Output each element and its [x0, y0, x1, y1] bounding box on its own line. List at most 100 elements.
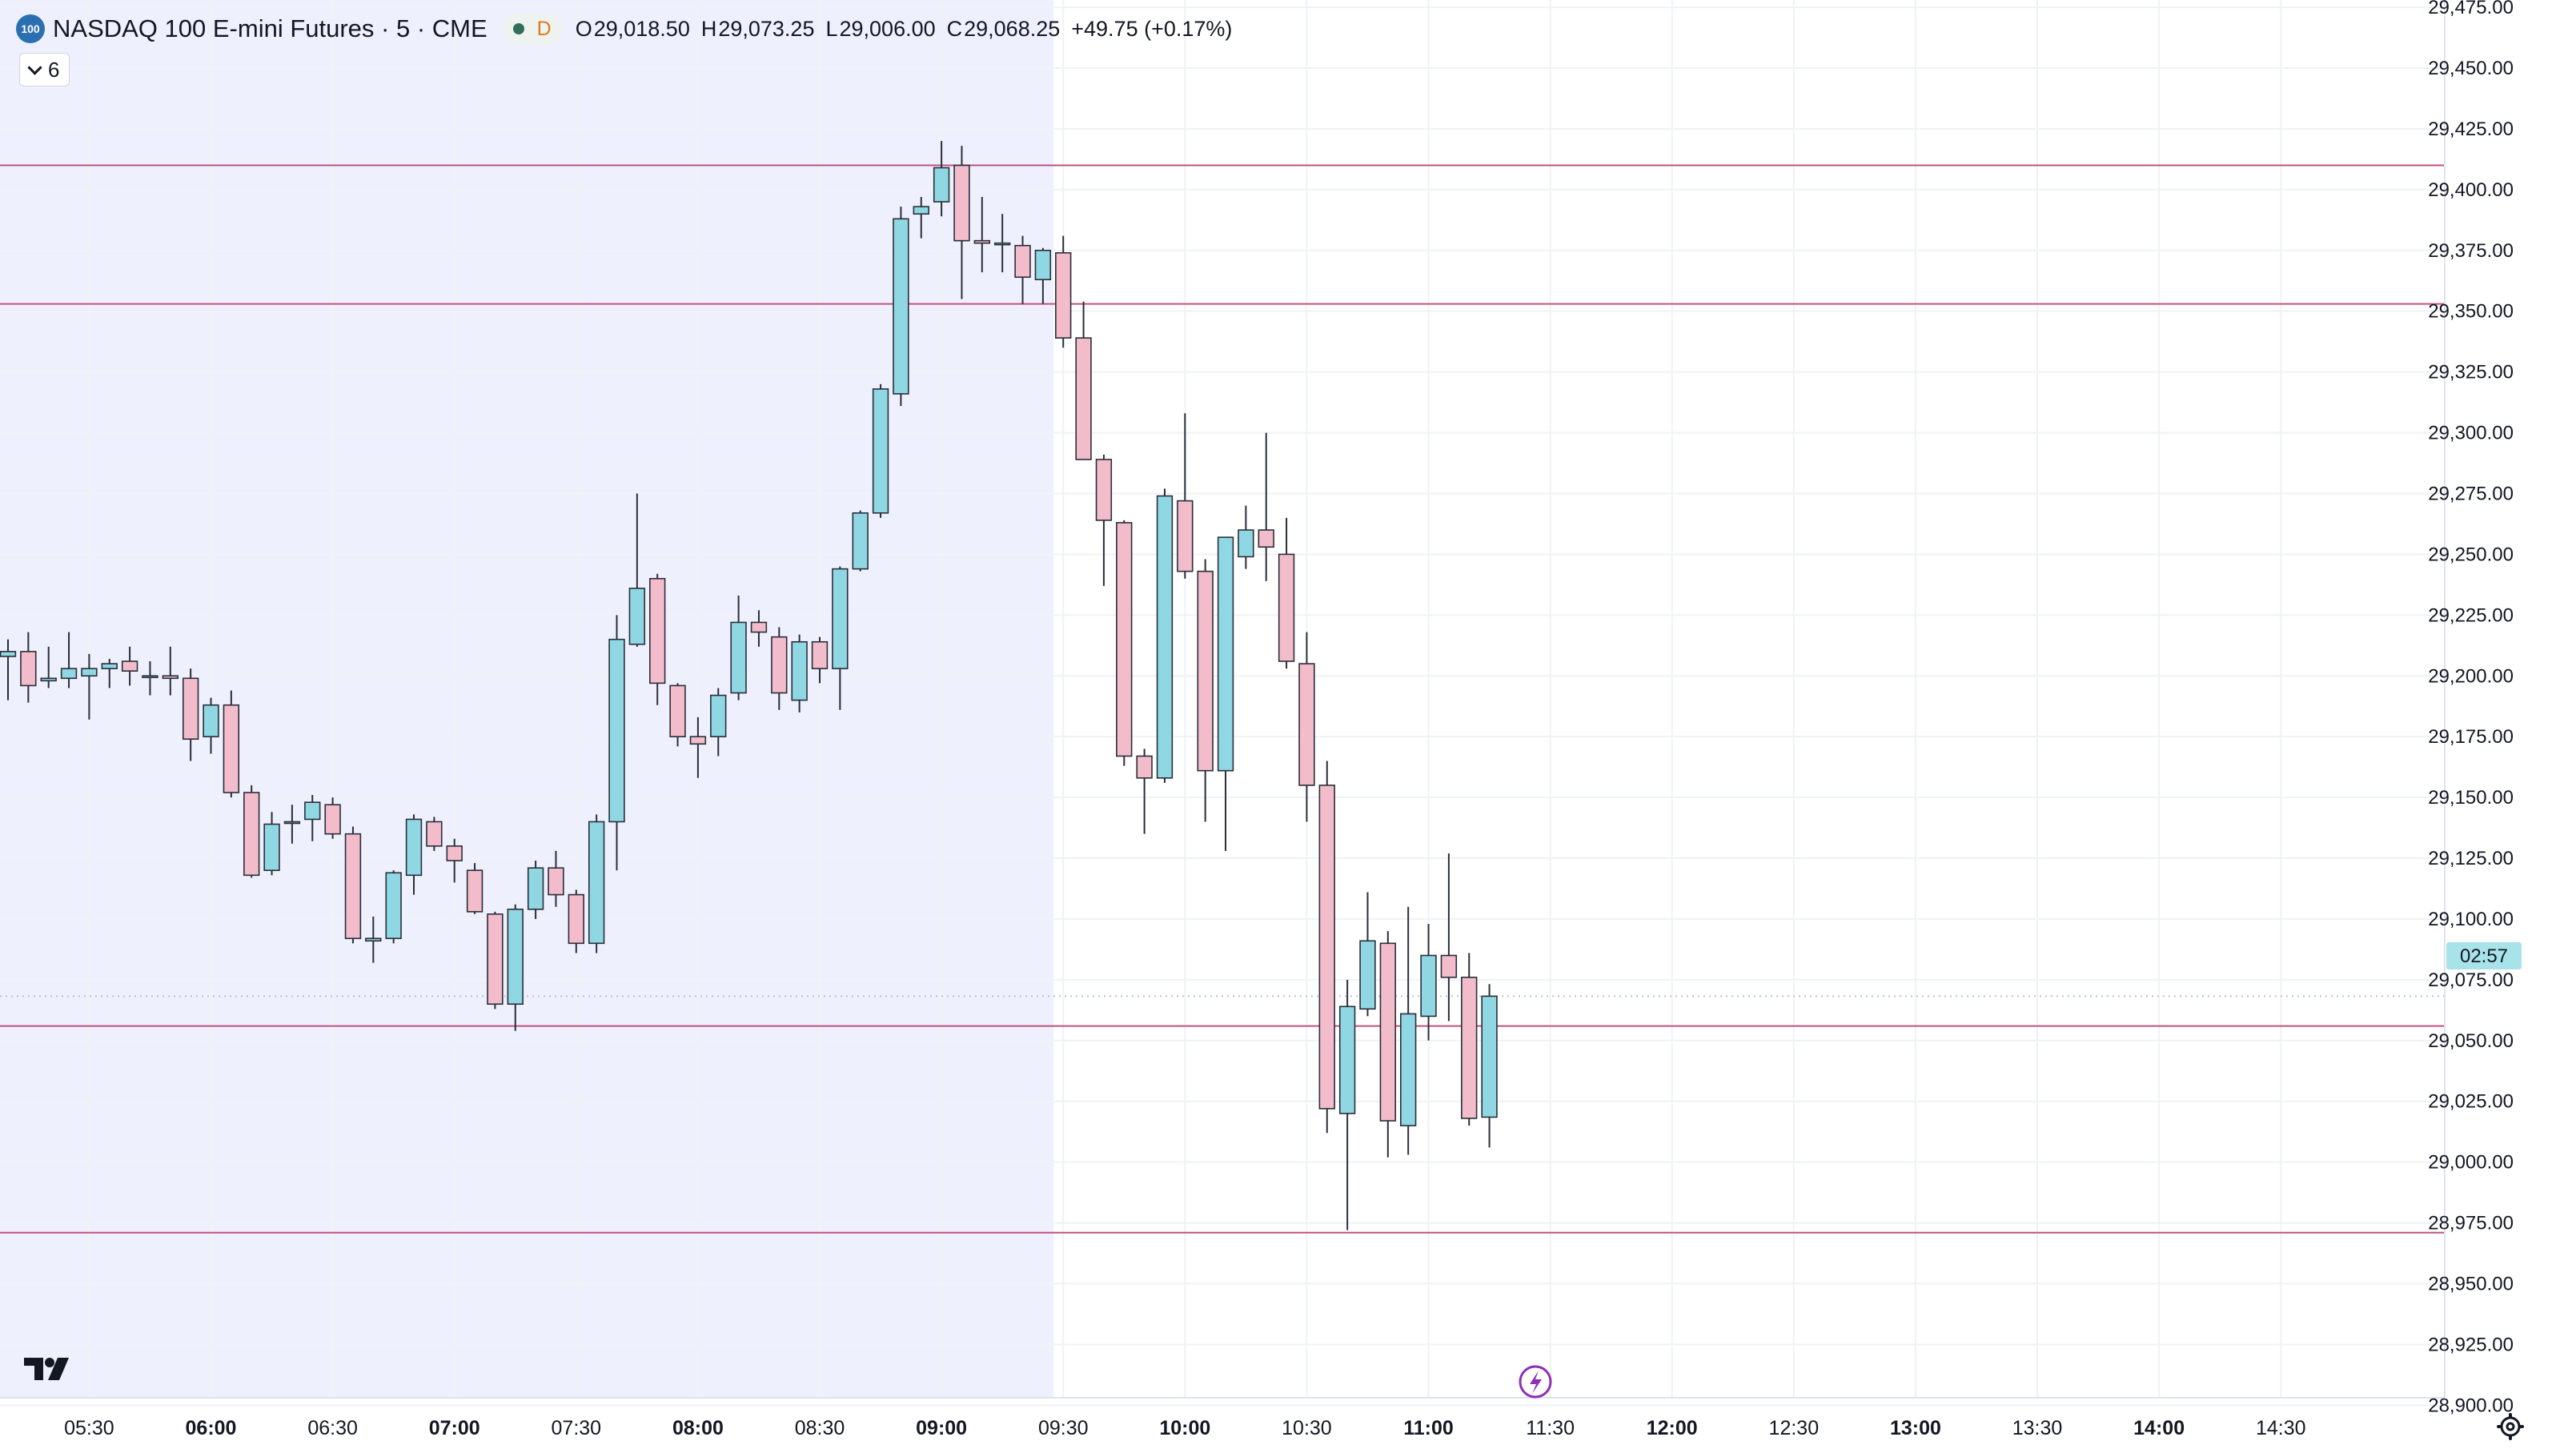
candle-body [263, 823, 280, 872]
horizontal-levels[interactable] [0, 164, 2445, 1449]
candle[interactable] [628, 493, 646, 647]
candle[interactable] [1318, 761, 1335, 1134]
candle[interactable] [1481, 984, 1498, 1148]
candle[interactable] [1055, 235, 1072, 348]
candle[interactable] [1075, 301, 1092, 460]
candle[interactable] [689, 716, 707, 778]
tradingview-logo-icon[interactable] [24, 1356, 74, 1382]
candle[interactable] [568, 889, 584, 953]
symbol-title[interactable]: NASDAQ 100 E-mini Futures · 5 · CME [53, 14, 488, 42]
candle[interactable] [750, 610, 768, 647]
candle[interactable] [1095, 454, 1113, 586]
candle[interactable] [730, 596, 747, 700]
candle[interactable] [771, 627, 788, 710]
ohlc-close: C29,068.25 [946, 16, 1061, 41]
candle[interactable] [182, 668, 199, 761]
candle[interactable] [832, 566, 849, 710]
candle[interactable] [1217, 536, 1234, 851]
candle-body [101, 663, 118, 669]
candle[interactable] [588, 814, 605, 953]
candle[interactable] [324, 797, 341, 839]
candle[interactable] [283, 805, 301, 844]
candle[interactable] [913, 196, 929, 239]
candle[interactable] [1278, 517, 1295, 669]
candle[interactable] [385, 870, 402, 944]
candle-body [1217, 536, 1234, 772]
time-axis[interactable]: 05:30 06:00 06:30 07:00 07:30 08:00 08:30 09:00… [64, 1417, 2305, 1439]
candle[interactable] [1399, 906, 1417, 1155]
candle[interactable] [263, 812, 280, 876]
candle[interactable] [1116, 520, 1133, 766]
candle[interactable] [142, 661, 158, 696]
candle[interactable] [1359, 892, 1376, 1017]
candle[interactable] [973, 196, 991, 273]
candle[interactable] [426, 817, 443, 851]
candle-body [953, 164, 970, 242]
candle-body [304, 801, 321, 821]
candle[interactable] [669, 683, 686, 747]
candle[interactable] [1197, 559, 1214, 822]
candle[interactable] [608, 615, 625, 871]
candle-body [893, 218, 909, 395]
candle[interactable] [1156, 488, 1174, 783]
price-tick-label: 29,150.00 [2428, 787, 2514, 809]
candle[interactable] [852, 510, 869, 572]
candle[interactable] [933, 141, 950, 217]
candle[interactable] [101, 659, 118, 688]
candle[interactable] [223, 690, 240, 798]
candle[interactable] [710, 688, 727, 757]
price-tick-label: 29,225.00 [2428, 604, 2514, 626]
candle[interactable] [1298, 632, 1315, 822]
candle[interactable] [162, 646, 179, 696]
candle[interactable] [121, 646, 138, 686]
candle[interactable] [0, 639, 17, 700]
candle[interactable] [466, 863, 484, 914]
candle[interactable] [344, 826, 362, 944]
time-tick-label: 07:00 [429, 1417, 480, 1439]
candle[interactable] [1461, 953, 1478, 1126]
candle[interactable] [1014, 235, 1031, 304]
candle[interactable] [487, 911, 504, 1009]
candle-body [1055, 252, 1072, 339]
candle[interactable] [60, 632, 78, 688]
candle[interactable] [649, 573, 666, 705]
candles[interactable] [0, 141, 1498, 1230]
indicators-toggle-button[interactable]: 6 [19, 53, 70, 86]
candle[interactable] [1338, 979, 1356, 1230]
candle-body [283, 821, 301, 825]
market-status[interactable]: D [501, 14, 563, 44]
candle[interactable] [1238, 505, 1254, 569]
candle[interactable] [872, 383, 889, 518]
candle[interactable] [1177, 413, 1194, 579]
candle[interactable] [993, 214, 1011, 273]
candle[interactable] [1136, 749, 1153, 834]
candle[interactable] [243, 785, 260, 878]
lightning-icon[interactable] [1519, 1365, 1552, 1399]
candle[interactable] [1034, 247, 1052, 304]
candle[interactable] [527, 861, 544, 919]
candle[interactable] [953, 146, 970, 299]
candle[interactable] [40, 646, 57, 688]
candle[interactable] [304, 795, 321, 841]
price-tick-label: 28,925.00 [2428, 1334, 2514, 1355]
candle[interactable] [811, 636, 829, 684]
candle-body [1075, 337, 1092, 460]
candle[interactable] [548, 850, 564, 907]
candle[interactable] [20, 632, 37, 703]
candle[interactable] [1440, 853, 1458, 1022]
candle[interactable] [405, 814, 423, 895]
candle[interactable] [81, 653, 98, 720]
settings-gear-icon[interactable] [2496, 1412, 2525, 1441]
candle[interactable] [1258, 432, 1274, 581]
candle[interactable] [791, 634, 808, 712]
candle[interactable] [507, 904, 524, 1031]
candle[interactable] [446, 838, 463, 883]
candle[interactable] [365, 916, 382, 963]
price-axis[interactable]: 29,475.00 29,450.00 29,425.00 29,400.00 29,3… [2428, 0, 2514, 1416]
candle[interactable] [1379, 931, 1397, 1158]
symbol-badge-icon[interactable]: 100 [16, 14, 45, 43]
candle[interactable] [203, 697, 219, 754]
candle[interactable] [893, 207, 909, 407]
candle[interactable] [1420, 924, 1437, 1041]
